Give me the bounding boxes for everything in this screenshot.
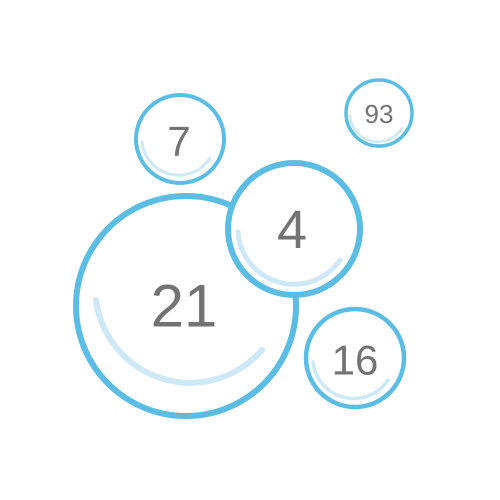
- bubble-7-label: 7: [167, 118, 190, 165]
- bubble-16-shine: [311, 360, 390, 401]
- bubble-4-shine: [235, 229, 343, 287]
- bubble-4[interactable]: 4: [225, 160, 363, 298]
- bubble-21-shine: [93, 297, 265, 386]
- bubble-7-ring: [134, 93, 226, 185]
- bubble-7[interactable]: 7: [134, 93, 226, 185]
- bubble-16[interactable]: 16: [303, 306, 407, 410]
- bubble-16-ring: [303, 306, 407, 410]
- bubble-4-ring: [225, 160, 363, 298]
- bubble-93[interactable]: 93: [344, 78, 414, 148]
- bubble-16-label: 16: [332, 337, 379, 384]
- bubble-93-ring: [344, 78, 414, 148]
- bubble-7-shine: [140, 140, 212, 177]
- bubble-93-shine: [348, 114, 404, 143]
- bubble-21-label: 21: [151, 273, 218, 340]
- bubble-4-label: 4: [277, 200, 307, 260]
- bubble-93-label: 93: [365, 99, 394, 129]
